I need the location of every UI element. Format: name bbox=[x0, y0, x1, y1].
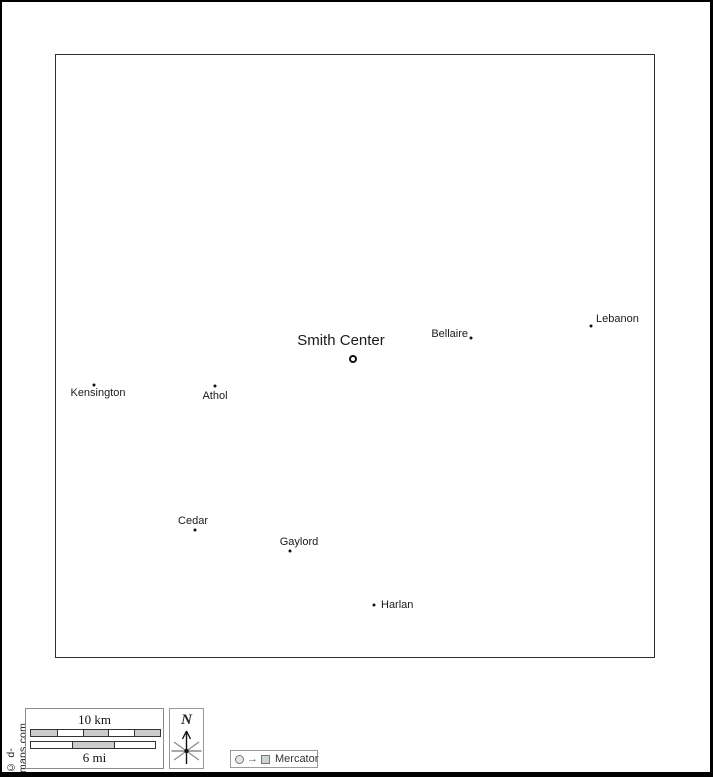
town-marker[interactable] bbox=[213, 384, 217, 388]
scale-segment bbox=[31, 742, 73, 748]
scale-segment bbox=[72, 742, 114, 748]
town-marker[interactable] bbox=[372, 603, 376, 607]
town-marker[interactable] bbox=[288, 549, 292, 553]
town-label: Gaylord bbox=[279, 536, 319, 548]
town-label: Kensington bbox=[70, 387, 126, 399]
scale-box: 10 km 6 mi bbox=[25, 708, 164, 769]
town-label: Bellaire bbox=[431, 328, 468, 340]
scale-segment bbox=[108, 730, 135, 736]
town-label: Cedar bbox=[178, 515, 208, 527]
projected-square-icon bbox=[261, 754, 270, 764]
scale-mi-label: 6 mi bbox=[82, 750, 107, 765]
arrow-right-icon: → bbox=[247, 752, 258, 765]
north-indicator: N bbox=[169, 708, 204, 769]
projection-name: Mercator bbox=[275, 753, 319, 765]
scale-bar-mi bbox=[30, 741, 156, 749]
town-label: Smith Center bbox=[297, 332, 385, 349]
scale-segment bbox=[134, 730, 160, 736]
scale-bar-km bbox=[30, 729, 161, 737]
bottom-border-band bbox=[2, 772, 710, 777]
scale-segment bbox=[113, 742, 155, 748]
town-marker[interactable] bbox=[589, 324, 593, 328]
town-label: Lebanon bbox=[596, 313, 639, 325]
north-label: N bbox=[181, 712, 192, 728]
town-label: Harlan bbox=[381, 599, 414, 611]
town-marker[interactable] bbox=[92, 383, 96, 387]
town-marker[interactable] bbox=[193, 528, 197, 532]
globe-circle-icon bbox=[235, 754, 244, 764]
north-arrow-icon bbox=[171, 730, 202, 764]
projection-legend: → Mercator bbox=[230, 750, 318, 768]
town-marker[interactable] bbox=[349, 355, 357, 363]
scale-km-label: 10 km bbox=[78, 712, 111, 727]
map-frame: Kensington Athol Smith Center Bellaire Leban… bbox=[55, 54, 655, 658]
scale-segment bbox=[31, 730, 57, 736]
town-marker[interactable] bbox=[469, 336, 473, 340]
town-label: Athol bbox=[202, 390, 228, 402]
scale-segment bbox=[82, 730, 109, 736]
scale-segment bbox=[56, 730, 83, 736]
